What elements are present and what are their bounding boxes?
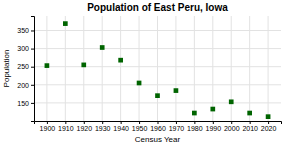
grid-line-x (139, 16, 140, 121)
tick-mark (213, 121, 214, 124)
tick-mark (31, 67, 34, 68)
tick-mark (194, 121, 195, 124)
tick-label: 2010 (242, 125, 258, 132)
tick: 1960 (150, 121, 166, 132)
grid-line-x (249, 16, 250, 121)
tick-label: 1900 (40, 125, 56, 132)
grid-line-x (46, 16, 47, 121)
point (81, 63, 86, 68)
point (118, 58, 123, 63)
point (247, 111, 252, 116)
tick-label: 150 (17, 100, 29, 107)
axis-line (31, 17, 35, 122)
tick: 1980 (187, 121, 203, 132)
point (100, 45, 105, 50)
tick: 1990 (206, 121, 222, 132)
tick-mark (176, 121, 177, 124)
grid-line-x (157, 16, 158, 121)
tick-label: 200 (17, 82, 29, 89)
grid-line-x (83, 16, 84, 121)
tick: 2010 (242, 121, 258, 132)
tick-label: 1960 (150, 125, 166, 132)
grid-line-x (231, 16, 232, 121)
grid-line-x (65, 16, 66, 121)
y-axis-label: Population (2, 50, 11, 88)
tick-label: 1930 (95, 125, 111, 132)
plot: 1900191019201930194019501960197019801990… (17, 16, 281, 132)
grid (34, 16, 281, 121)
tick: 350 (17, 27, 34, 34)
axis-line (35, 122, 282, 125)
tick-label: 2000 (224, 125, 240, 132)
tick-label: 1910 (58, 125, 74, 132)
tick-label: 1990 (206, 125, 222, 132)
grid-line-x (120, 16, 121, 121)
point (155, 93, 160, 98)
tick-mark (250, 121, 251, 124)
tick-mark (268, 121, 269, 124)
tick-label: 2020 (261, 125, 277, 132)
tick-label: 350 (17, 27, 29, 34)
tick: 1920 (76, 121, 92, 132)
tick-mark (121, 121, 122, 124)
point (63, 21, 68, 26)
tick: 150 (17, 100, 34, 107)
grid-line-x (194, 16, 195, 121)
points (45, 21, 271, 119)
grid-line-x (268, 16, 269, 121)
x-axis: 1900191019201930194019501960197019801990… (35, 121, 282, 132)
tick: 1930 (95, 121, 111, 132)
point (266, 114, 271, 119)
point (229, 99, 234, 104)
tick-mark (31, 85, 34, 86)
y-axis: 150 200 250 300 350 (17, 17, 34, 122)
grid-line-y (34, 66, 281, 67)
grid-line-x (102, 16, 103, 121)
tick-mark (65, 121, 66, 124)
chart-svg: 1900191019201930194019501960197019801990… (0, 0, 290, 145)
tick-label: 1980 (187, 125, 203, 132)
tick: 200 (17, 82, 34, 89)
tick-mark (158, 121, 159, 124)
tick-mark (31, 103, 34, 104)
tick: 2020 (261, 121, 277, 132)
tick: 1910 (58, 121, 74, 132)
tick-mark (47, 121, 48, 124)
tick-mark (102, 121, 103, 124)
point (174, 88, 179, 93)
grid-line-y (34, 102, 281, 103)
title: Population of East Peru, Iowa (87, 2, 228, 13)
tick: 1950 (132, 121, 148, 132)
tick-label: 1950 (132, 125, 148, 132)
tick-label: 300 (17, 45, 29, 52)
grid-line-y (34, 84, 281, 85)
tick: 2000 (224, 121, 240, 132)
tick-label: 1940 (113, 125, 129, 132)
point (45, 63, 50, 68)
tick-mark (31, 30, 34, 31)
tick-label: 250 (17, 63, 29, 70)
tick-label: 1970 (169, 125, 185, 132)
point (137, 81, 142, 86)
tick: 1900 (40, 121, 56, 132)
tick-mark (231, 121, 232, 124)
x-axis-label: Census Year (135, 135, 181, 144)
tick: 250 (17, 63, 34, 70)
tick: 1940 (113, 121, 129, 132)
grid-line-y (34, 48, 281, 49)
tick: 1970 (169, 121, 185, 132)
chart-container: 1900191019201930194019501960197019801990… (0, 0, 290, 145)
tick-mark (31, 49, 34, 50)
grid-line-y (34, 30, 281, 31)
tick: 300 (17, 45, 34, 52)
tick-mark (84, 121, 85, 124)
point (210, 107, 215, 112)
tick-label: 1920 (76, 125, 92, 132)
grid-line-x (175, 16, 176, 121)
point (192, 111, 197, 116)
grid-line-x (212, 16, 213, 121)
tick-mark (139, 121, 140, 124)
